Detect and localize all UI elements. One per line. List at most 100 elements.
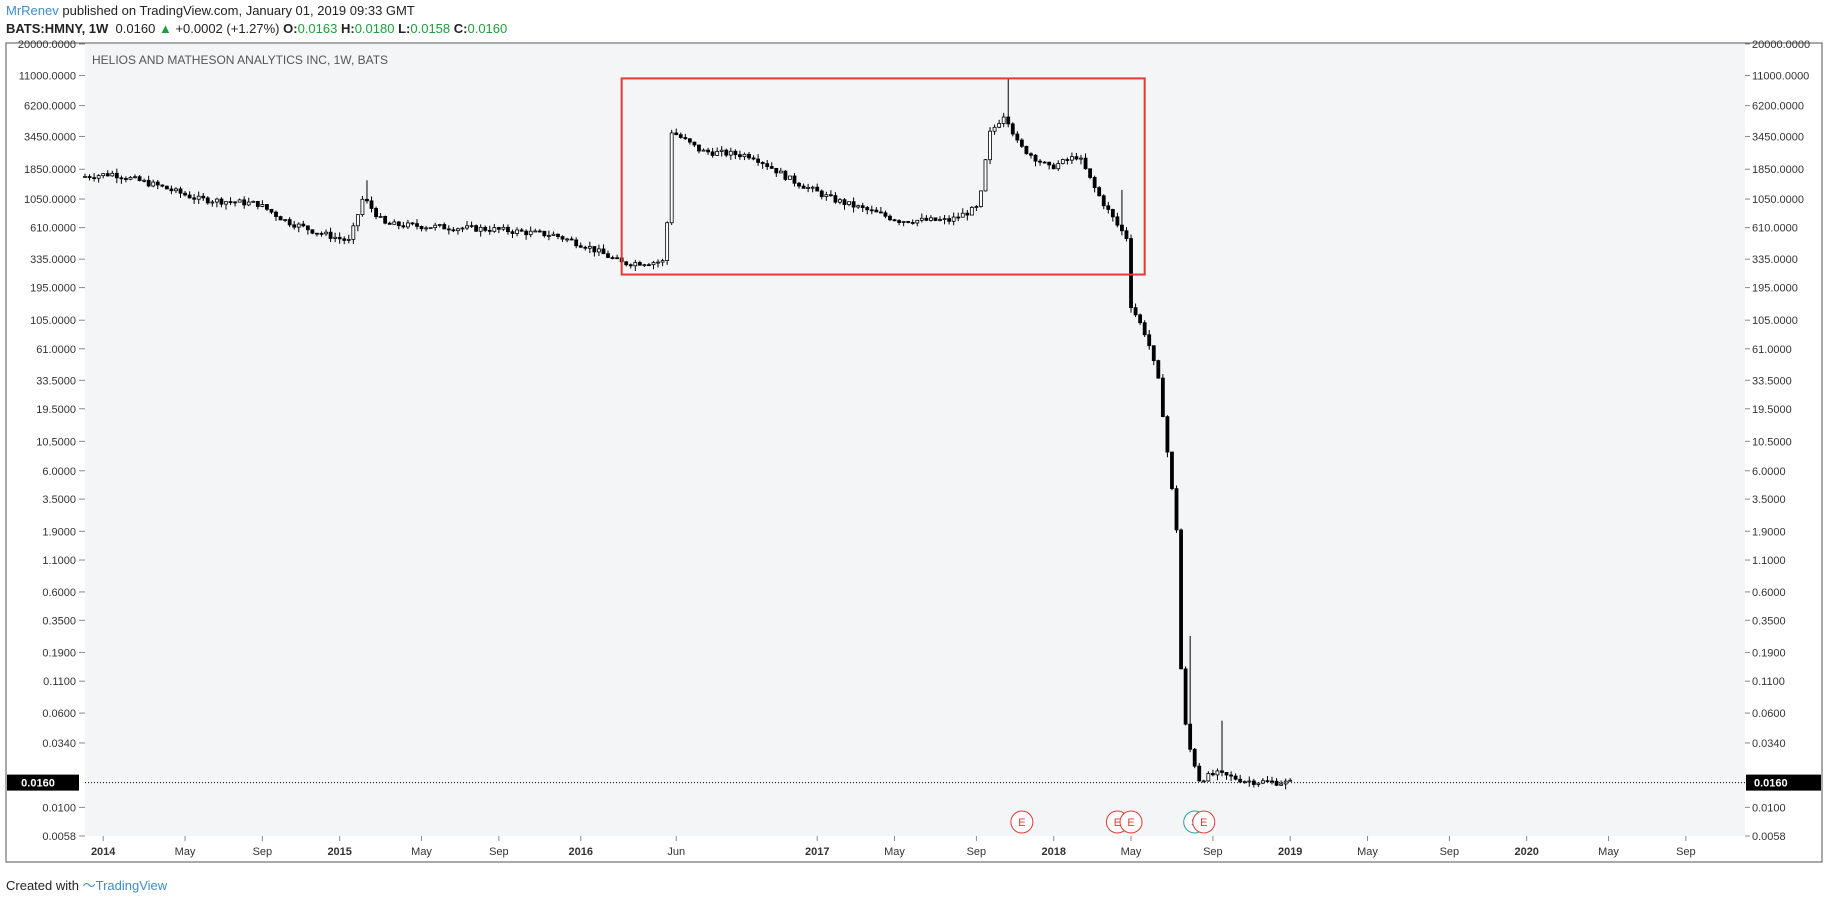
candle-body: [310, 229, 315, 234]
candle-body: [715, 150, 720, 156]
candle-body: [997, 123, 1002, 128]
x-tick-label: 2018: [1041, 846, 1065, 858]
chart-pane[interactable]: [85, 44, 1745, 836]
candle-body: [1188, 723, 1193, 750]
candle-body: [1274, 780, 1279, 786]
candle-body: [1024, 145, 1029, 155]
x-tick-label: 2020: [1514, 846, 1538, 858]
low-label: L:: [398, 21, 411, 36]
candle-body: [1147, 334, 1152, 347]
open-label: O:: [283, 21, 298, 36]
y-tick-label: 10.5000: [36, 436, 76, 448]
candle-body: [1129, 238, 1133, 309]
x-tick-label: Sep: [1440, 846, 1460, 858]
candle-body: [742, 153, 747, 158]
y-tick-label: 1850.0000: [24, 164, 76, 176]
candle-body: [160, 184, 165, 187]
candle-body: [196, 195, 201, 200]
candle-body: [369, 200, 374, 209]
candle-body: [801, 185, 806, 189]
candle-body: [878, 211, 883, 214]
candle-body: [933, 217, 938, 221]
y-tick-label: 1850.0000: [1752, 164, 1804, 176]
candle-body: [556, 233, 560, 237]
candle-body: [842, 199, 847, 205]
candle-body: [728, 150, 733, 156]
y-tick-label: 105.0000: [30, 315, 76, 327]
y-tick-label: 0.3500: [1752, 615, 1786, 627]
y-tick-label: 1.1000: [1752, 555, 1786, 567]
candle-body: [1288, 779, 1293, 782]
candle-body: [874, 209, 879, 213]
candle-body: [1088, 168, 1092, 178]
candle-body: [828, 194, 833, 197]
candle-body: [305, 225, 310, 231]
right-price-axis[interactable]: 20000.0000 11000.0000 6200.0000 3450.0000 18…: [1745, 39, 1810, 843]
candle-body: [151, 181, 156, 187]
candle-body: [474, 225, 479, 232]
candle-body: [733, 150, 738, 156]
candle-body: [1001, 116, 1006, 124]
candle-body: [1242, 781, 1247, 783]
candle-body: [210, 201, 215, 204]
candle-body: [133, 176, 137, 179]
candle-body: [546, 235, 551, 237]
candle-body: [278, 216, 283, 221]
earnings-marker-label: E: [1114, 817, 1121, 829]
candle-body: [519, 229, 524, 232]
candle-body: [178, 188, 183, 194]
candle-body: [478, 226, 483, 232]
candle-body: [783, 170, 788, 180]
x-tick-label: May: [411, 846, 432, 858]
candle-body: [665, 222, 670, 261]
chart-title: HELIOS AND MATHESON ANALYTICS INC, 1W, B…: [92, 53, 388, 67]
candle-body: [965, 212, 970, 216]
x-tick-label: Sep: [967, 846, 987, 858]
y-tick-label: 61.0000: [36, 344, 76, 356]
candle-body: [951, 216, 956, 222]
candle-body: [587, 246, 592, 249]
candle-body: [351, 225, 356, 240]
price-chart[interactable]: HELIOS AND MATHESON ANALYTICS INC, 1W, B…: [0, 0, 1828, 870]
candle-body: [533, 230, 538, 233]
candle-body: [1101, 195, 1106, 207]
candle-body: [265, 204, 269, 210]
candle-body: [192, 197, 197, 200]
candle-body: [387, 222, 392, 225]
candle-body: [806, 187, 811, 189]
candle-body: [542, 230, 547, 237]
candle-body: [678, 134, 683, 138]
y-tick-label: 0.1900: [1752, 647, 1786, 659]
candle-body: [183, 192, 187, 196]
candle-body: [856, 205, 861, 208]
candle-body: [869, 209, 874, 212]
author-link[interactable]: MrRenev: [6, 3, 59, 18]
candle-body: [378, 216, 383, 218]
candle-body: [1179, 529, 1183, 670]
event-markers[interactable]: EEESE: [1010, 810, 1216, 834]
last-price-label-right: 0.0160: [1754, 778, 1788, 790]
candle-body: [1083, 157, 1088, 170]
candle-body: [396, 221, 401, 227]
candle-body: [778, 170, 783, 174]
candle-body: [110, 172, 115, 177]
earnings-marker-label: E: [1127, 817, 1134, 829]
candle-body: [1247, 780, 1252, 783]
y-tick-label: 19.5000: [36, 404, 76, 416]
candle-body: [483, 226, 488, 231]
candle-body: [101, 173, 106, 177]
candle-body: [901, 220, 906, 223]
left-price-axis[interactable]: 20000.0000 11000.0000 6200.0000 3450.0000 18…: [18, 39, 85, 843]
published-text: published on TradingView.com, January 01…: [62, 3, 415, 18]
candle-body: [1060, 159, 1065, 164]
candle-body: [897, 220, 901, 223]
candle-body: [601, 248, 606, 255]
candle-body: [260, 204, 265, 207]
candle-body: [633, 262, 638, 267]
time-axis[interactable]: 2014 May Sep 2015 May Sep 2016 Jun 2017 May Sep 201…: [91, 836, 1696, 858]
candle-body: [751, 157, 756, 160]
candle-body: [969, 207, 974, 216]
candle-body: [460, 227, 465, 230]
candle-body: [524, 230, 529, 236]
tradingview-link[interactable]: TradingView: [95, 878, 168, 893]
